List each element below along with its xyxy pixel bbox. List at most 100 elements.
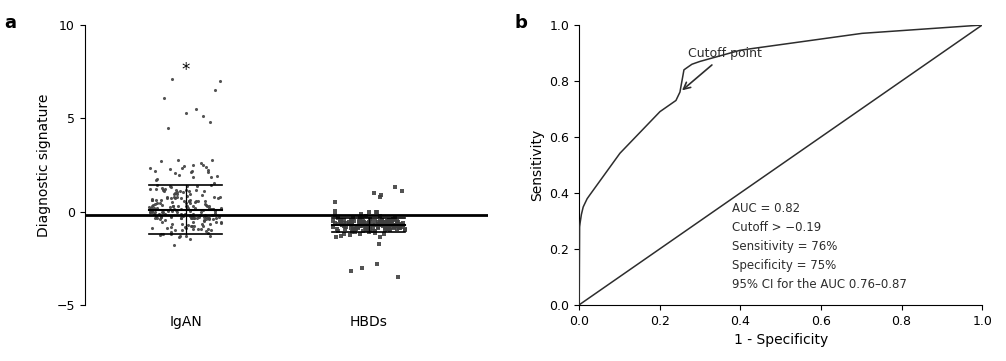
Point [197, 212, 213, 217]
Point [349, 225, 365, 230]
Point [205, 194, 221, 200]
Point [377, 225, 393, 231]
Point [369, 225, 385, 231]
Point [333, 233, 349, 239]
Point [159, 225, 175, 231]
Point [341, 221, 357, 227]
Point [381, 221, 397, 227]
Point [166, 194, 182, 200]
Point [343, 268, 359, 274]
Point [155, 187, 171, 193]
Point [180, 198, 196, 204]
Point [371, 194, 387, 200]
Point [381, 217, 397, 223]
Point [396, 227, 412, 233]
Point [379, 226, 395, 232]
Point [391, 226, 407, 231]
Point [201, 217, 217, 222]
Point [187, 205, 203, 211]
Point [387, 216, 403, 221]
Point [173, 215, 189, 221]
Point [181, 188, 197, 194]
Point [385, 222, 401, 227]
Point [162, 183, 178, 189]
Point [178, 200, 194, 205]
Point [352, 215, 368, 221]
Point [149, 215, 165, 221]
Point [195, 223, 211, 229]
Point [205, 206, 221, 212]
Point [169, 190, 185, 195]
Point [159, 194, 175, 200]
Point [378, 225, 394, 231]
Point [389, 219, 405, 225]
Point [365, 225, 381, 231]
Point [358, 220, 374, 226]
Point [144, 209, 160, 215]
Point [210, 214, 226, 219]
X-axis label: 1 - Specificity: 1 - Specificity [733, 333, 828, 347]
Point [179, 203, 195, 209]
Point [394, 188, 410, 194]
Point [174, 212, 190, 218]
Point [203, 212, 219, 217]
Point [333, 221, 349, 227]
Point [198, 228, 214, 234]
Point [152, 200, 168, 205]
Point [384, 222, 400, 227]
Point [163, 184, 179, 190]
Point [337, 226, 353, 232]
Point [175, 213, 191, 219]
Point [178, 233, 194, 239]
Point [143, 209, 159, 215]
Point [378, 219, 394, 225]
Point [196, 214, 212, 220]
Point [353, 212, 369, 217]
Point [144, 196, 160, 202]
Point [389, 274, 405, 280]
Text: b: b [515, 14, 527, 32]
Point [361, 219, 377, 225]
Point [333, 217, 349, 223]
Point [375, 223, 391, 229]
Point [151, 211, 167, 217]
Point [356, 225, 372, 230]
Point [143, 209, 159, 214]
Point [371, 242, 387, 247]
Point [367, 228, 383, 234]
Point [185, 203, 201, 209]
Point [178, 193, 194, 199]
Point [397, 226, 413, 232]
Point [211, 78, 227, 84]
Point [386, 224, 402, 230]
Point [374, 217, 390, 223]
Point [202, 183, 218, 188]
Point [391, 225, 407, 231]
Point [144, 197, 160, 203]
Point [382, 225, 398, 231]
Point [343, 221, 359, 227]
Point [387, 184, 403, 190]
Point [365, 229, 381, 234]
Point [180, 205, 196, 210]
Point [360, 226, 376, 232]
Point [178, 188, 194, 193]
Point [206, 180, 222, 186]
Point [383, 220, 399, 226]
Point [354, 219, 370, 225]
Point [362, 227, 378, 233]
Point [355, 218, 371, 223]
Point [145, 203, 161, 208]
Point [374, 219, 390, 225]
Point [192, 212, 208, 218]
Point [376, 231, 392, 236]
Point [208, 219, 224, 225]
Point [327, 199, 343, 205]
Point [147, 201, 163, 206]
Point [201, 119, 217, 125]
Point [350, 224, 366, 230]
Point [186, 215, 202, 221]
Point [169, 191, 185, 197]
Point [212, 220, 228, 226]
Point [370, 221, 386, 227]
